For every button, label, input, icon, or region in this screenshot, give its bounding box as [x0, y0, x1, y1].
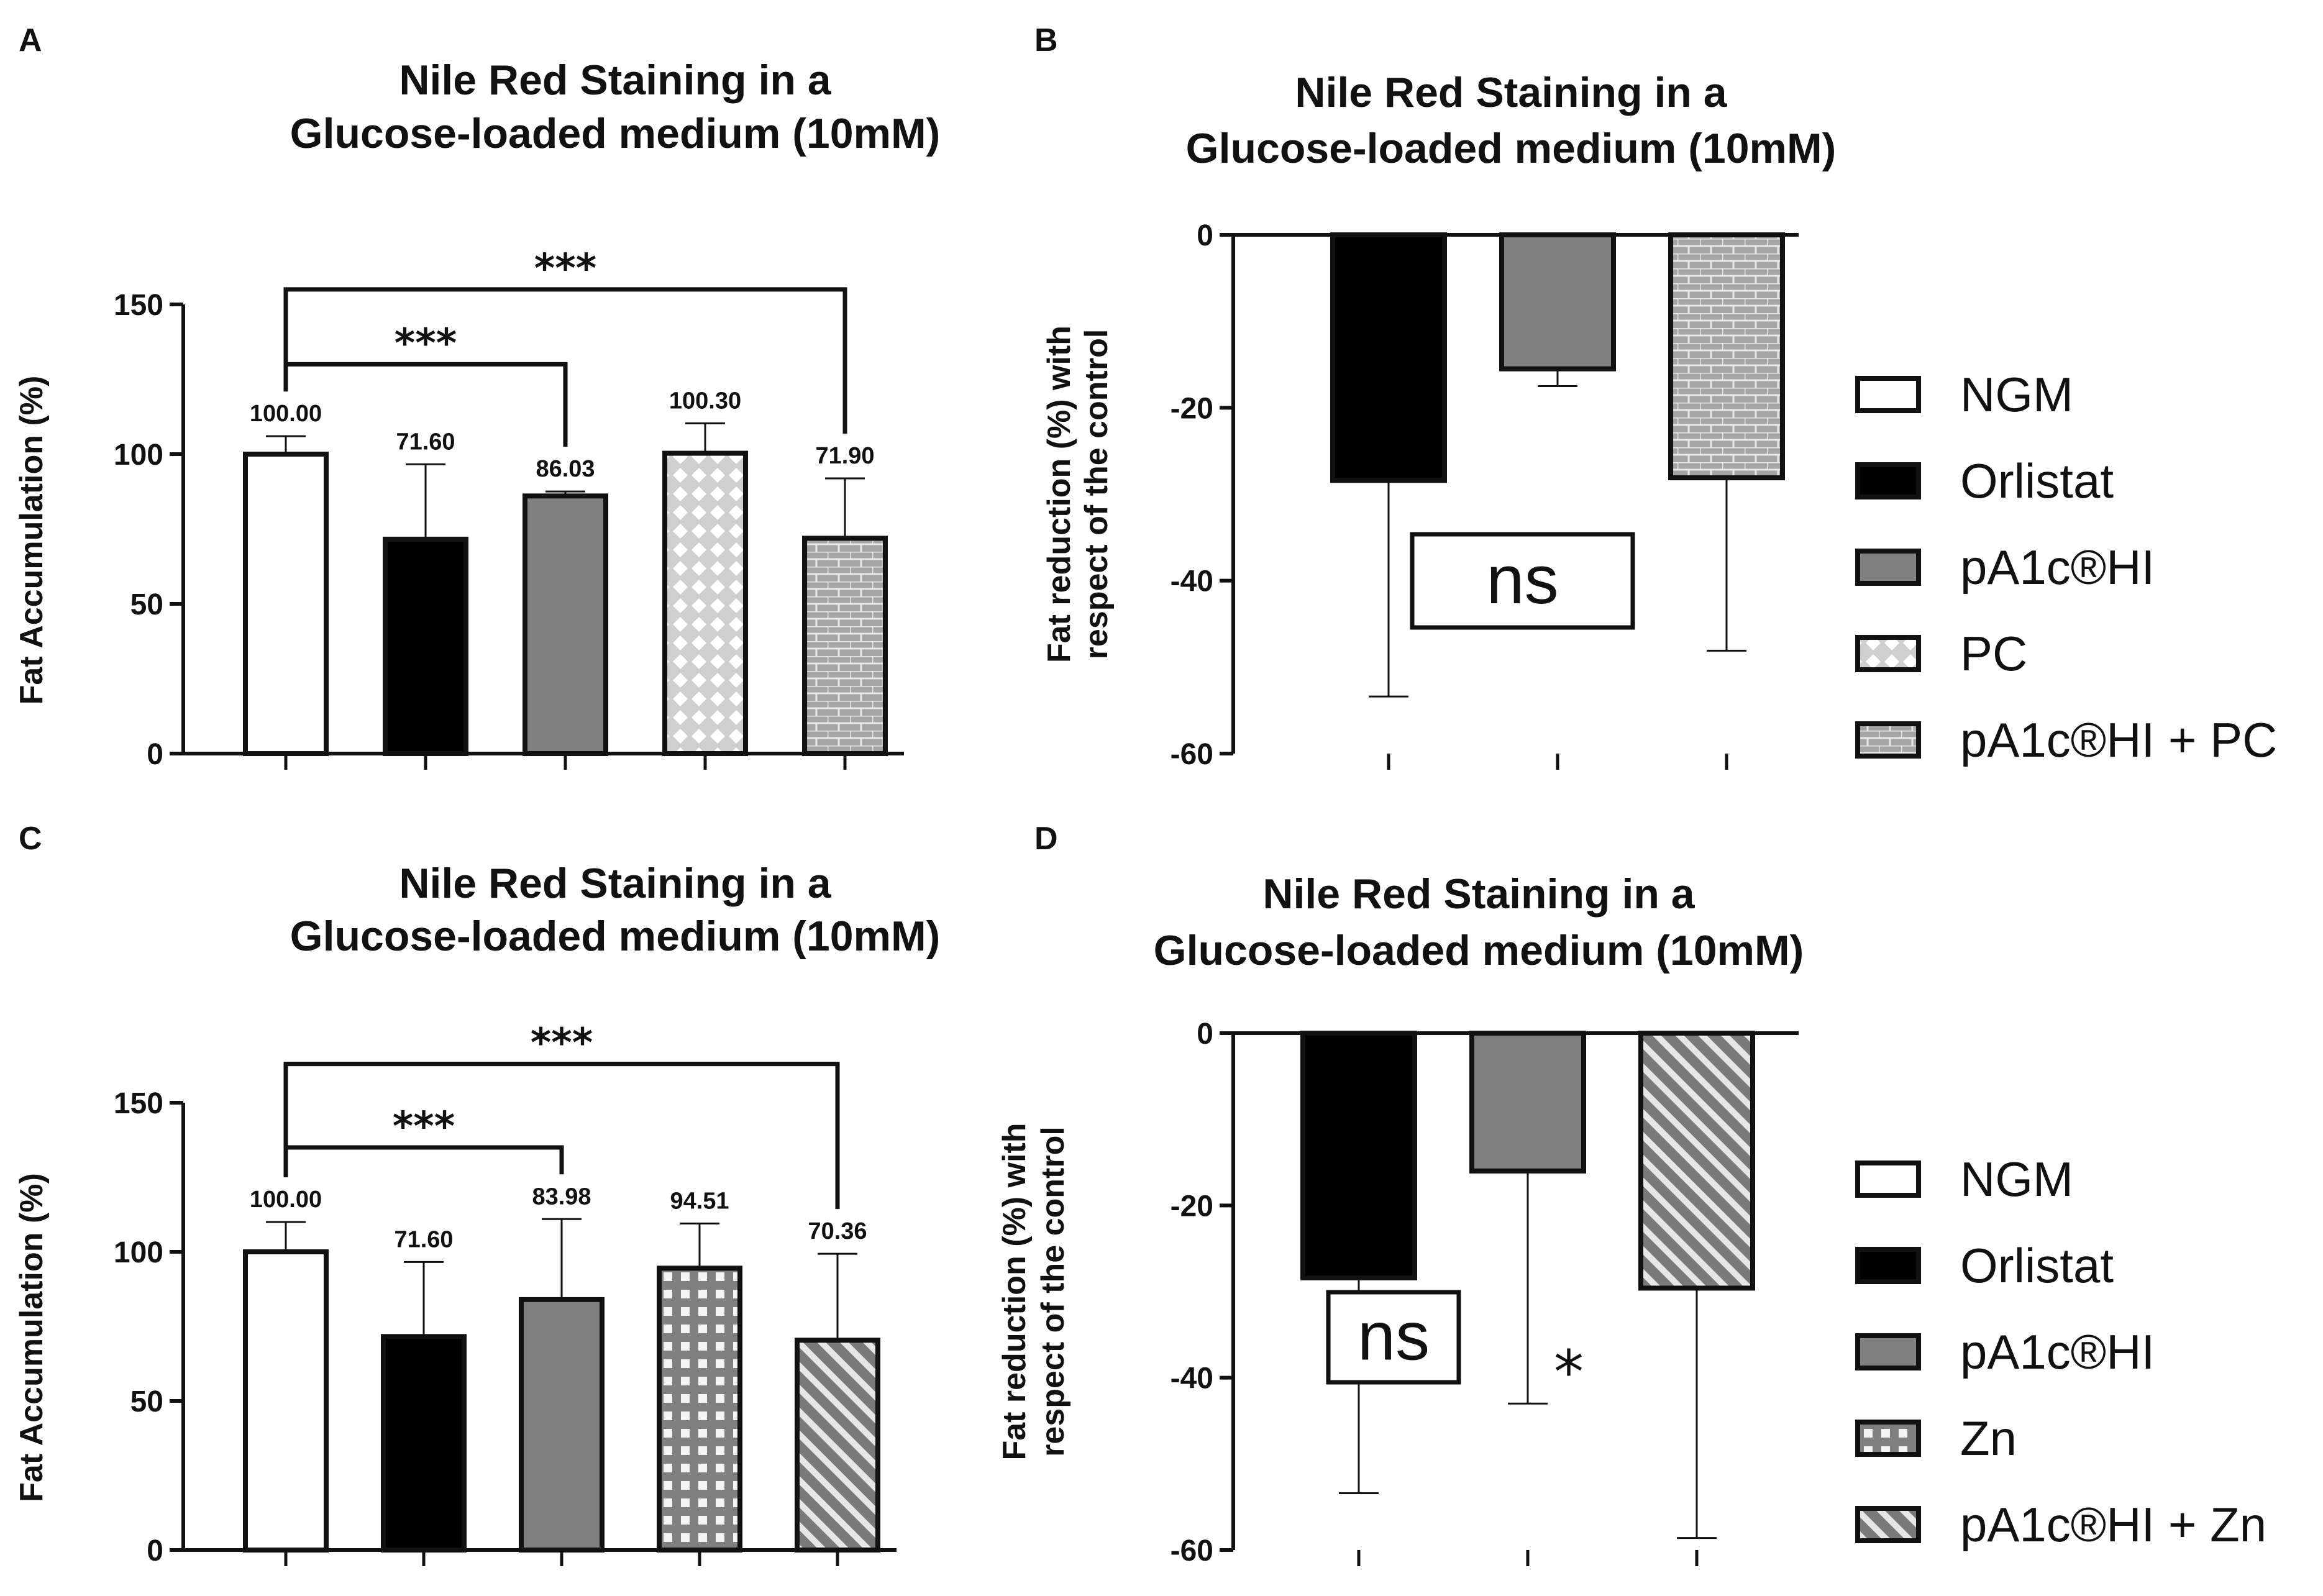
legend-swatch-d-1 [1855, 1247, 1921, 1284]
y-tick-label-d-1: -20 [1171, 1190, 1213, 1223]
chart-title-b-line-1: Nile Red Staining in a [1295, 69, 1727, 116]
data-label-a-4: 71.90 [815, 443, 874, 469]
y-tick-label-b-2: -40 [1171, 565, 1213, 598]
chart-c: Nile Red Staining in a Glucose-loaded med… [14, 860, 940, 1567]
ns-box-d [1326, 1290, 1461, 1385]
legend-label-b-1: Orlistat [1960, 454, 2114, 508]
y-tick-label-d-2: -40 [1171, 1362, 1213, 1395]
y-axis-label-d-line-1: Fat reduction (%) with [997, 1123, 1033, 1460]
legend-swatch-b-0 [1855, 376, 1921, 413]
y-tick-label-c-2: 100 [114, 1236, 163, 1269]
panel-letter-d: D [1034, 821, 1058, 857]
bar-c-4 [795, 1338, 880, 1553]
y-axis-label-b-line-1: Fat reduction (%) with [1041, 326, 1077, 663]
legend-label-d-0: NGM [1960, 1152, 2073, 1206]
chart-title-d-line-1: Nile Red Staining in a [1262, 870, 1695, 918]
data-label-a-0: 100.00 [250, 401, 322, 427]
ns-label-d: ns [1358, 1298, 1430, 1375]
bar-a-0 [243, 452, 329, 756]
star-label-d: * [1554, 1338, 1584, 1407]
bar-c-2 [519, 1297, 605, 1553]
y-tick-label-c-1: 50 [130, 1385, 163, 1418]
legend-label-d-2: pA1c®HI [1960, 1325, 2155, 1379]
data-label-c-4: 70.36 [808, 1218, 867, 1244]
chart-title-c-line-1: Nile Red Staining in a [399, 860, 831, 907]
significance-label-a-0: *** [395, 321, 457, 367]
y-tick-label-a-1: 50 [130, 588, 163, 621]
legend-label-b-3: PC [1960, 626, 2027, 681]
significance-bracket-c-0 [283, 1145, 564, 1177]
y-axis-label-b-line-2: respect of the control [1079, 329, 1115, 660]
panel-letter-b: B [1034, 22, 1058, 58]
y-axis-label-a: Fat Accumulation (%) [14, 376, 50, 705]
bar-d-0 [1300, 1031, 1417, 1280]
legend-swatch-d-2 [1855, 1333, 1921, 1370]
bar-c-0 [243, 1249, 329, 1553]
y-tick-label-d-0: 0 [1197, 1018, 1213, 1051]
y-tick-label-c-0: 0 [147, 1534, 163, 1567]
data-label-c-0: 100.00 [250, 1187, 322, 1213]
bar-a-2 [523, 493, 608, 756]
y-tick-label-d-3: -60 [1171, 1534, 1213, 1567]
chart-title-d-line-2: Glucose-loaded medium (10mM) [1154, 927, 1804, 974]
data-label-c-1: 71.60 [394, 1226, 453, 1252]
bar-b-2 [1668, 232, 1785, 481]
legend-label-d-3: Zn [1960, 1411, 2017, 1466]
legend-swatch-b-1 [1855, 462, 1921, 499]
data-label-a-3: 100.30 [669, 388, 741, 414]
chart-title-a-line-2: Glucose-loaded medium (10mM) [290, 110, 941, 157]
bar-a-3 [662, 450, 748, 757]
legend-swatch-d-4 [1855, 1506, 1921, 1543]
significance-label-c-1: *** [531, 1021, 593, 1067]
legend-swatch-b-4 [1855, 721, 1921, 759]
chart-b: Nile Red Staining in a Glucose-loaded med… [1041, 69, 2278, 771]
y-tick-label-a-2: 100 [114, 439, 163, 472]
legend-label-b-4: pA1c®HI + PC [1960, 713, 2278, 767]
chart-title-c-line-2: Glucose-loaded medium (10mM) [290, 913, 941, 960]
ns-box-b [1410, 532, 1635, 630]
panel-letter-a: A [19, 22, 42, 58]
legend-label-b-0: NGM [1960, 367, 2073, 422]
data-label-a-2: 86.03 [536, 456, 595, 482]
legend-swatch-b-2 [1855, 549, 1921, 586]
bar-a-4 [802, 536, 888, 757]
bar-b-1 [1499, 232, 1616, 372]
data-label-a-1: 71.60 [396, 429, 455, 455]
y-tick-label-b-3: -60 [1171, 738, 1213, 771]
chart-title-a-line-1: Nile Red Staining in a [399, 57, 831, 104]
y-tick-label-b-0: 0 [1197, 219, 1213, 252]
legend-swatch-b-3 [1855, 635, 1921, 672]
chart-title-b-line-2: Glucose-loaded medium (10mM) [1186, 125, 1837, 172]
chart-a: Nile Red Staining in a Glucose-loaded med… [14, 57, 940, 771]
legend-label-b-2: pA1c®HI [1960, 540, 2155, 595]
y-tick-label-c-3: 150 [114, 1087, 163, 1120]
significance-label-c-0: *** [393, 1104, 455, 1150]
y-tick-label-a-3: 150 [114, 289, 163, 322]
legend-swatch-d-3 [1855, 1420, 1921, 1457]
bar-d-1 [1469, 1031, 1586, 1174]
data-label-c-3: 94.51 [670, 1188, 729, 1214]
significance-bracket-a-1 [283, 287, 847, 434]
panel-letter-c: C [19, 821, 42, 857]
significance-label-a-1: *** [534, 246, 596, 292]
bar-b-0 [1330, 232, 1447, 483]
legend-label-d-1: Orlistat [1960, 1238, 2114, 1293]
chart-d: Nile Red Staining in a Glucose-loaded med… [997, 870, 2266, 1567]
data-label-c-2: 83.98 [532, 1183, 591, 1210]
legend-label-d-4: pA1c®HI + Zn [1960, 1497, 2266, 1552]
y-tick-label-a-0: 0 [147, 738, 163, 771]
ns-label-b: ns [1486, 542, 1558, 618]
y-axis-label-c: Fat Accumulation (%) [14, 1173, 50, 1502]
significance-bracket-c-1 [283, 1062, 840, 1210]
y-axis-label-d-line-2: respect of the control [1035, 1126, 1071, 1457]
bar-d-2 [1638, 1031, 1755, 1291]
bar-a-1 [383, 536, 468, 756]
bar-c-3 [657, 1265, 742, 1553]
bar-c-1 [381, 1334, 467, 1553]
y-tick-label-b-1: -20 [1171, 392, 1213, 425]
legend-swatch-d-0 [1855, 1161, 1921, 1198]
